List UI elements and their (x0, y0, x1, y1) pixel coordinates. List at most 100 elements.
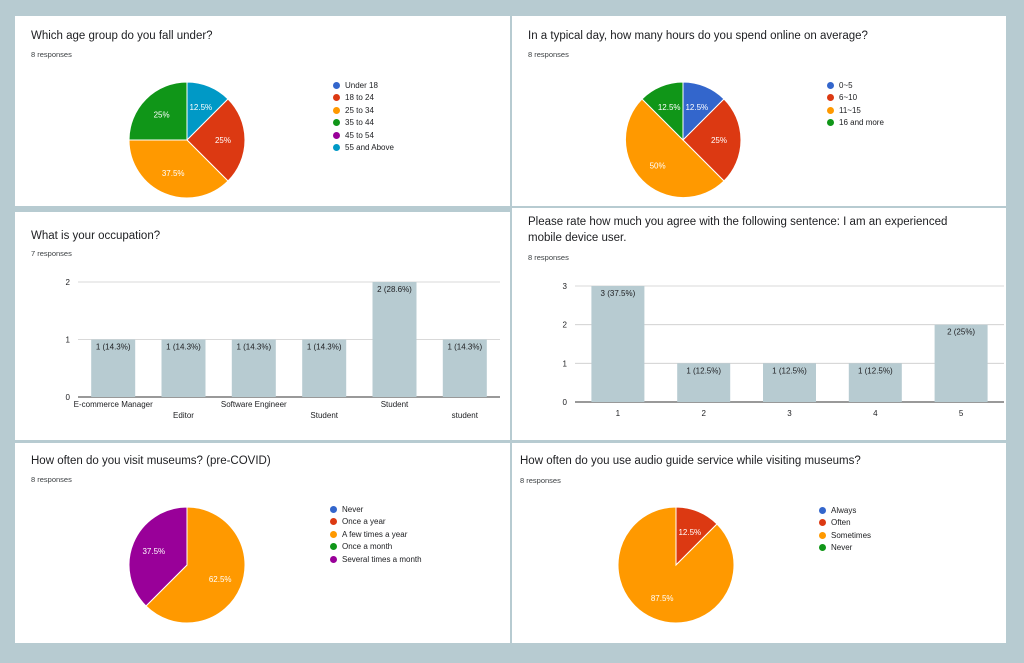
y-tick-label: 3 (563, 282, 568, 291)
pie-slice (186, 98, 246, 182)
legend-label: 11~15 (839, 105, 861, 115)
x-tick-label: 3 (787, 409, 792, 418)
y-tick-label: 0 (563, 398, 568, 407)
legend-swatch (333, 81, 340, 89)
bar-chart-mobile-experience: 0 1 2 3 3 (37.5%) 1 1 (12.5%) 2 1 (12.5%) 3 1 (12.… (563, 282, 1004, 418)
bar-data-label: 1 (14.3%) (96, 343, 131, 352)
pie-slice (617, 506, 735, 624)
bar-data-label: 1 (12.5%) (686, 366, 721, 375)
pie-slice (145, 506, 246, 624)
slice-label: 25% (711, 136, 727, 145)
legend-swatch (330, 518, 337, 526)
bar-data-label: 1 (14.3%) (447, 343, 482, 352)
legend-label: 18 to 24 (345, 93, 374, 103)
question-title: Please rate how much you agree with the … (528, 216, 948, 244)
slice-label: 50% (650, 161, 666, 170)
card-audio-guide: How often do you use audio guide service… (512, 443, 1006, 643)
y-tick-label: 1 (563, 359, 568, 368)
legend-label: 0~5 (839, 80, 853, 90)
bar (302, 339, 347, 397)
legend-swatch (333, 106, 340, 114)
pie-slice (682, 98, 742, 182)
card-age-group: Which age group do you fall under? 8 res… (15, 16, 510, 206)
legend-label: Often (831, 518, 851, 528)
bar-data-label: 2 (28.6%) (377, 285, 412, 294)
legend-label: 6~10 (839, 93, 858, 103)
legend-swatch (330, 505, 337, 513)
pie-slice (128, 139, 229, 199)
pie-chart-audio-guide: 12.5% 87.5% (617, 506, 735, 624)
pie-chart-museum-visits: 62.5% 37.5% (128, 506, 246, 624)
pie-slice (641, 81, 684, 142)
legend-label: 45 to 54 (345, 130, 374, 140)
legend-label: 35 to 44 (345, 118, 374, 128)
bar-data-label: 1 (14.3%) (307, 343, 342, 352)
legend-item: 6~10 (827, 92, 884, 105)
x-tick-label: student (452, 411, 479, 420)
legend-label: Sometimes (831, 530, 872, 540)
legend-item: Never (330, 503, 422, 516)
slice-label: 12.5% (658, 103, 681, 112)
legend-swatch (819, 506, 826, 514)
card-museum-visits: How often do you visit museums? (pre-COV… (15, 443, 510, 643)
response-count: 7 responses (31, 249, 72, 258)
legend-swatch (827, 119, 834, 127)
pie-slice (128, 81, 188, 141)
legend-item: Once a month (330, 541, 422, 554)
x-tick-label: Software Engineer (221, 400, 287, 409)
legend-label: Several times a month (342, 554, 422, 564)
legend-label: 16 and more (839, 118, 884, 128)
legend-item: 11~15 (827, 104, 884, 117)
slice-label: 37.5% (162, 169, 185, 178)
legend-item: 18 to 24 (333, 92, 394, 105)
legend-item: Under 18 (333, 79, 394, 92)
question-title: What is your occupation? (31, 230, 161, 242)
legend-item: A few times a year (330, 528, 422, 541)
y-tick-label: 2 (563, 321, 568, 330)
pie-slice (624, 98, 725, 199)
legend-label: A few times a year (342, 529, 408, 539)
legend-item: 16 and more (827, 117, 884, 130)
question-title: Which age group do you fall under? (31, 30, 213, 42)
legend-hours-online: 0~5 6~10 11~15 16 and more (827, 79, 884, 129)
bar-chart-occupation: 0 1 2 1 (14.3%) E-commerce Manager 1 (14.3%) E… (66, 278, 500, 420)
legend-label: Never (831, 543, 853, 553)
legend-item: Never (819, 542, 871, 555)
x-tick-label: Student (310, 411, 338, 420)
bar-data-label: 2 (25%) (947, 328, 975, 337)
legend-label: Under 18 (345, 80, 378, 90)
legend-swatch (819, 531, 826, 539)
question-title: How often do you visit museums? (pre-COV… (31, 455, 271, 467)
legend-item: 25 to 34 (333, 104, 394, 117)
slice-label: 25% (154, 111, 170, 120)
legend-audio-guide: Always Often Sometimes Never (819, 504, 871, 554)
slice-label: 12.5% (685, 103, 708, 112)
legend-swatch (333, 131, 340, 139)
legend-swatch (333, 119, 340, 127)
pie-chart-age-group: 12.5% 25% 37.5% 25% (128, 81, 246, 199)
legend-item: Often (819, 517, 871, 530)
response-count: 8 responses (528, 253, 569, 262)
legend-label: Never (342, 504, 364, 514)
legend-swatch (819, 544, 826, 552)
bar (231, 339, 276, 397)
response-count: 8 responses (31, 50, 72, 59)
legend-swatch (330, 555, 337, 563)
x-tick-label: 2 (701, 409, 706, 418)
bar (372, 282, 417, 397)
legend-item: Once a year (330, 516, 422, 529)
legend-museum-visits: Never Once a year A few times a year Once a… (330, 503, 422, 566)
legend-label: Once a month (342, 542, 393, 552)
legend-item: 0~5 (827, 79, 884, 92)
legend-item: 35 to 44 (333, 117, 394, 130)
bar-data-label: 1 (14.3%) (166, 343, 201, 352)
legend-swatch (330, 543, 337, 551)
bar (591, 286, 645, 402)
legend-swatch (819, 519, 826, 527)
pie-chart-hours-online: 12.5% 25% 50% 12.5% (624, 81, 742, 199)
y-tick-label: 0 (66, 393, 71, 402)
legend-swatch (827, 94, 834, 102)
question-title: How often do you use audio guide service… (520, 455, 861, 467)
legend-swatch (827, 81, 834, 89)
response-count: 8 responses (528, 50, 569, 59)
